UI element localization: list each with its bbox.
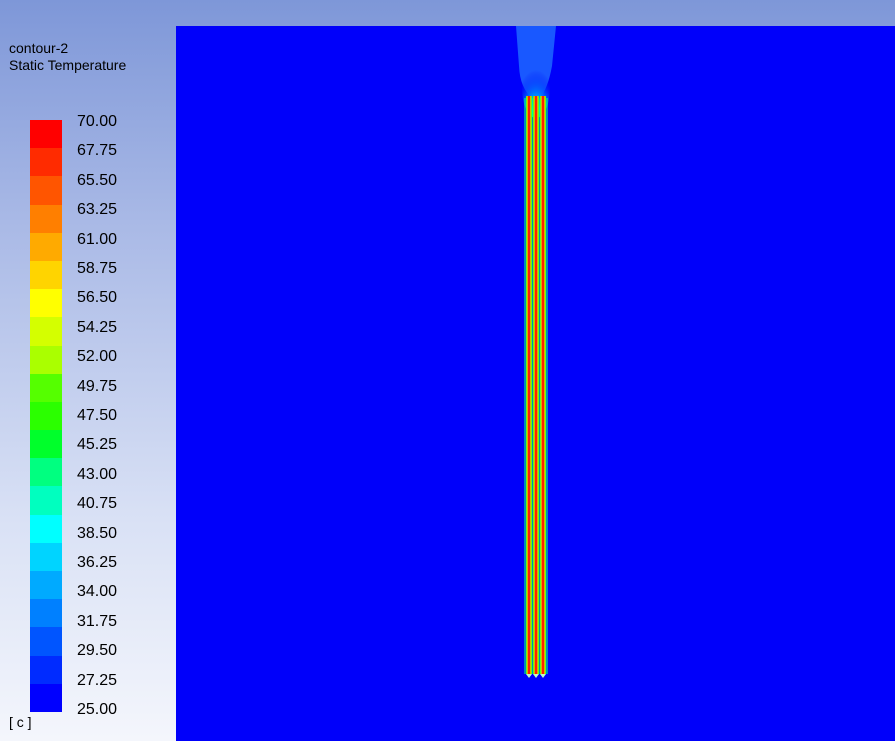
legend-units: [ c ]	[9, 714, 32, 730]
heated-tube-left	[526, 96, 532, 674]
legend-label: 58.75	[77, 260, 118, 277]
legend-label: 49.75	[77, 377, 118, 395]
legend-label: 43.00	[77, 465, 118, 483]
contour-plot[interactable]	[176, 26, 895, 741]
legend-label: 63.25	[77, 201, 118, 219]
colorbar	[30, 120, 62, 713]
legend-label: 61.00	[77, 230, 118, 248]
legend-label: 54.25	[77, 318, 118, 336]
colorbar-swatch	[30, 514, 62, 544]
legend-label: 34.00	[77, 583, 118, 601]
colorbar-swatch	[30, 345, 62, 375]
colorbar-swatch	[30, 430, 62, 459]
legend-label: 47.50	[77, 407, 118, 424]
legend-label: 45.25	[77, 436, 118, 454]
colorbar-swatch	[30, 176, 62, 206]
legend-label: 27.25	[77, 671, 118, 689]
legend-label: 31.75	[77, 612, 118, 630]
heated-tube-center	[533, 96, 539, 674]
colorbar-swatch	[30, 683, 62, 713]
legend-label: 38.50	[77, 524, 118, 542]
colorbar-swatch	[30, 317, 62, 347]
colorbar-swatch	[30, 148, 62, 177]
colorbar-swatch	[30, 373, 62, 403]
colorbar-swatch	[30, 599, 62, 628]
heated-tube-right	[540, 96, 546, 674]
legend-label: 70.00	[77, 113, 118, 130]
legend-title: contour-2	[9, 40, 69, 56]
tube-tips	[526, 674, 546, 678]
colorbar-swatch	[30, 627, 62, 657]
colorbar-swatch	[30, 571, 62, 600]
legend-variable: Static Temperature	[9, 57, 127, 73]
colorbar-swatch	[30, 655, 62, 685]
legend-label: 67.75	[77, 142, 118, 160]
legend-label: 56.50	[77, 289, 118, 307]
colorbar-swatch	[30, 289, 62, 318]
colorbar-swatch	[30, 486, 62, 516]
colorbar-swatch	[30, 232, 62, 262]
legend-label: 40.75	[77, 495, 118, 513]
colorbar-swatch	[30, 260, 62, 290]
colorbar-swatch	[30, 458, 62, 487]
legend-label: 65.50	[77, 171, 118, 189]
colorbar-swatch	[30, 401, 62, 431]
legend-label: 29.50	[77, 642, 118, 660]
colorbar-swatch	[30, 542, 62, 572]
legend-label: 25.00	[77, 701, 118, 718]
colorbar-swatch	[30, 204, 62, 234]
legend-label: 36.25	[77, 554, 118, 571]
legend-label: 52.00	[77, 348, 118, 366]
colorbar-swatch	[30, 120, 62, 149]
